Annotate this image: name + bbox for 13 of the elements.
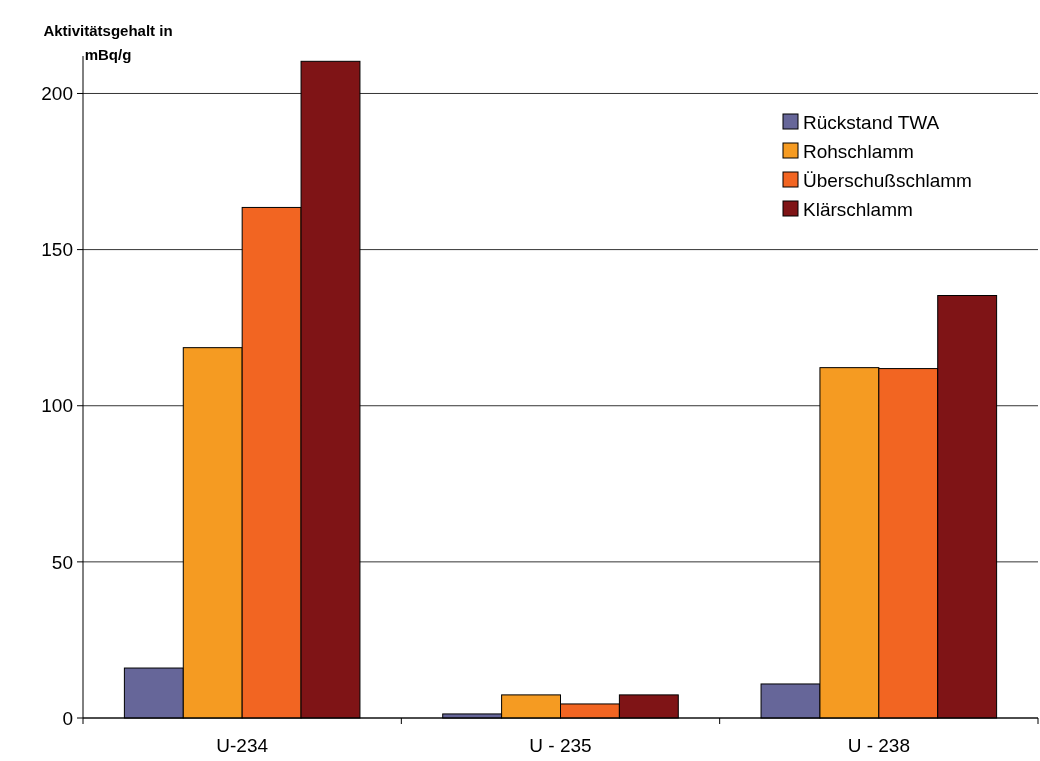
legend-label: Überschußschlamm [803, 169, 972, 191]
legend-label: Rohschlamm [803, 140, 914, 162]
y-tick-label: 200 [41, 83, 73, 105]
x-tick-label: U - 235 [529, 735, 592, 756]
y-tick-label: 0 [62, 707, 73, 729]
legend-label: Rückstand TWA [803, 111, 940, 133]
legend-label: Klärschlamm [803, 198, 913, 220]
y-tick-label: 100 [41, 395, 73, 417]
y-tick-label: 150 [41, 239, 73, 261]
y-axis-title: Aktivitätsgehalt in mBq/g [43, 22, 173, 63]
x-tick-label: U - 238 [847, 735, 910, 756]
y-tick-label: 50 [51, 551, 73, 573]
x-tick-label: U-234 [216, 735, 269, 756]
